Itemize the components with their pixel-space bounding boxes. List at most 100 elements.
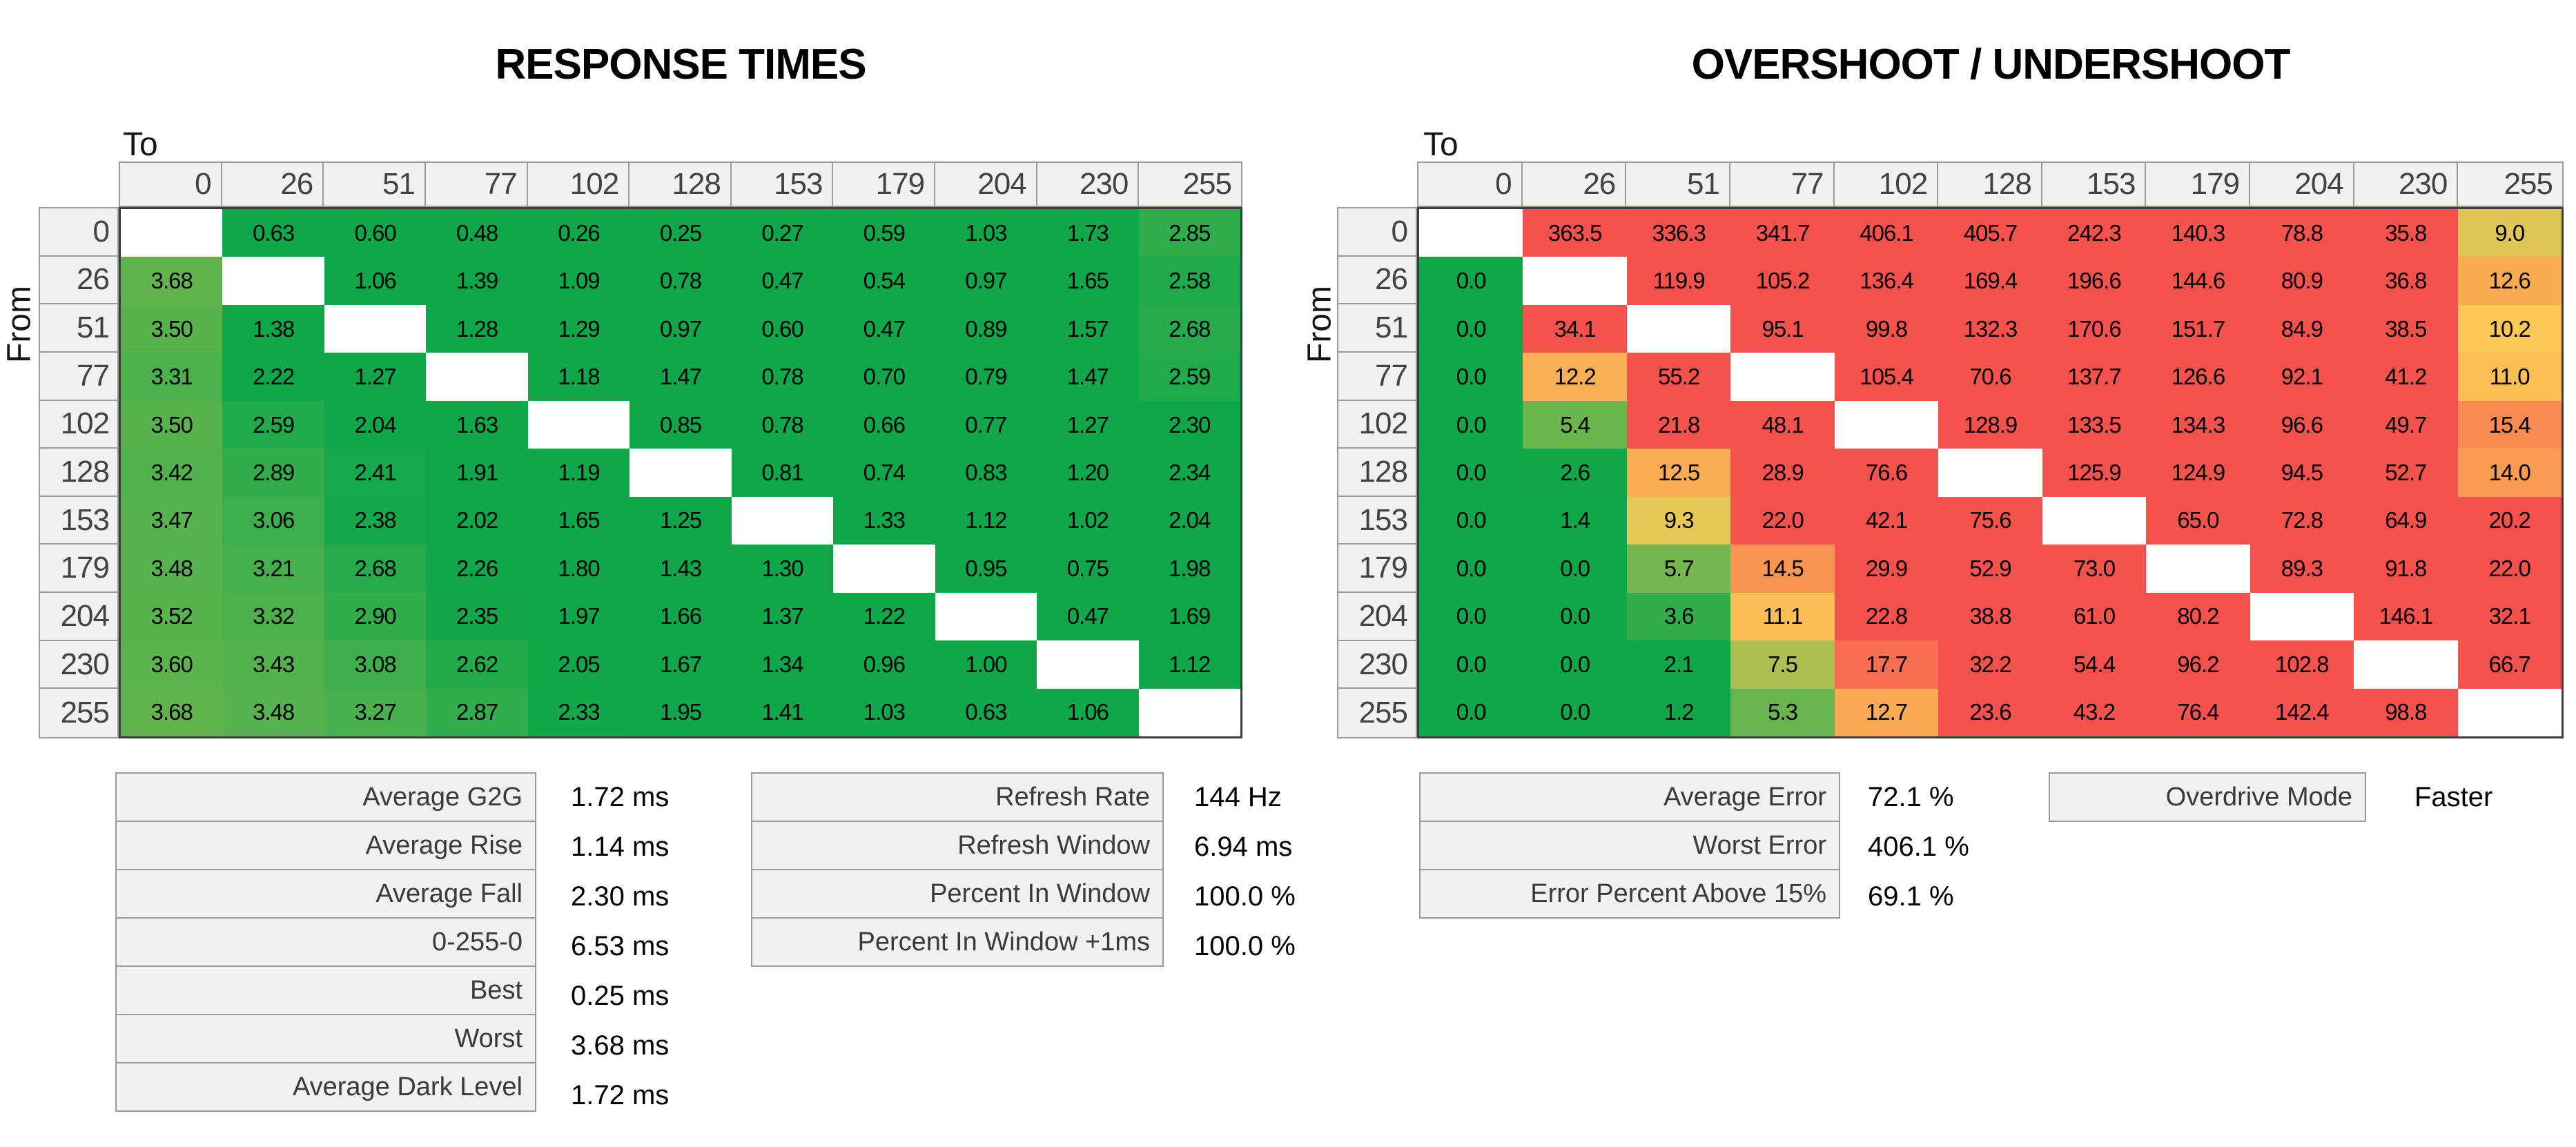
overshoot-col-header: 153 [2042,163,2147,206]
response-grid: 0.63 0.60 0.48 0.26 0.25 0.27 0.59 1.03 1.73 2.85… [119,207,1242,738]
overshoot-col-header: 102 [1835,163,1939,206]
overshoot-cell: 146.1 [2354,592,2458,641]
response-row-header: 128 [40,449,117,497]
overshoot-cell: 14.0 [2457,449,2562,497]
overshoot-cell [2146,545,2250,593]
stats-left-label: Worst [115,1014,536,1063]
response-cell [833,545,935,593]
overshoot-cell: 12.7 [1834,688,1939,736]
response-cell: 0.26 [527,209,630,257]
stats-left-values: 1.72 ms 1.14 ms 2.30 ms 6.53 ms 0.25 ms 3.68 … [571,772,669,1120]
response-cell: 0.97 [935,257,1037,305]
response-cell: 0.47 [833,304,935,353]
overshoot-cell: 12.6 [2457,257,2562,305]
response-cell: 3.32 [222,592,324,641]
overshoot-cell: 0.0 [1419,545,1523,593]
response-col-header: 77 [426,163,528,206]
response-cell: 1.09 [527,257,630,305]
stats-mid-values: 144 Hz 6.94 ms 100.0 % 100.0 % [1194,772,1296,971]
overshoot-cell: 23.6 [1938,688,2042,736]
overshoot-cell: 144.6 [2146,257,2250,305]
overshoot-cell [1523,257,1627,305]
response-cell: 1.95 [630,688,732,736]
response-cell: 2.26 [426,545,528,593]
overshoot-cell: 70.6 [1938,353,2042,401]
overshoot-cell: 66.7 [2457,640,2562,689]
response-row-header: 230 [40,641,117,689]
overshoot-cell: 38.5 [2354,304,2458,353]
overshoot-cell: 20.2 [2457,496,2562,545]
overshoot-cell: 41.2 [2354,353,2458,401]
response-cell: 2.62 [426,640,528,689]
overshoot-cell: 125.9 [2042,449,2147,497]
overshoot-col-header: 26 [1523,163,1627,206]
stats-mid-label: Percent In Window +1ms [751,917,1164,967]
response-cell: 1.65 [527,496,630,545]
overshoot-cell: 102.8 [2250,640,2354,689]
overshoot-col-header: 255 [2504,167,2553,201]
response-cell: 1.91 [426,449,528,497]
response-cell: 1.69 [1138,592,1240,641]
overshoot-cell [2354,640,2458,689]
overshoot-cell: 12.5 [1626,449,1731,497]
stats-left-value: 6.53 ms [571,930,670,961]
overshoot-cell: 363.5 [1523,209,1627,257]
response-cell: 1.98 [1138,545,1240,593]
overshoot-cell: 14.5 [1730,545,1835,593]
overshoot-cell: 54.4 [2042,640,2147,689]
response-cell: 0.70 [833,353,935,401]
overshoot-row-header: 255 [1358,696,1408,730]
response-col-header: 204 [935,163,1037,206]
overshoot-cell: 92.1 [2250,353,2354,401]
overshoot-cell: 7.5 [1730,640,1835,689]
response-cell: 1.97 [527,592,630,641]
response-col-header: 179 [833,163,936,206]
overshoot-cell: 64.9 [2354,496,2458,545]
response-cell: 2.05 [527,640,630,689]
overshoot-cell: 42.1 [1834,496,1939,545]
response-cell: 1.57 [1037,304,1139,353]
response-col-header: 102 [528,163,630,206]
response-cell: 1.47 [1037,353,1139,401]
overshoot-cell: 0.0 [1419,640,1523,689]
overshoot-cell: 73.0 [2042,545,2147,593]
overshoot-cell: 96.2 [2146,640,2250,689]
overshoot-cell: 55.2 [1626,353,1731,401]
response-cell: 0.78 [630,257,732,305]
overshoot-cell: 405.7 [1938,209,2042,257]
response-cell [935,592,1037,641]
response-cell: 0.96 [833,640,935,689]
stats-left-value: 1.72 ms [571,781,670,812]
response-cell: 0.59 [833,209,935,257]
overdrive-mode-value: Faster [2414,782,2493,812]
response-cell: 0.60 [324,209,427,257]
response-cell: 0.78 [731,400,834,449]
response-cell: 1.67 [630,640,732,689]
overshoot-row-header: 153 [1338,497,1416,545]
response-cell: 0.79 [935,353,1037,401]
response-cell: 2.04 [1138,496,1240,545]
response-cell: 3.27 [324,688,427,736]
response-cell: 0.25 [630,209,732,257]
response-row-headers: 0 26 51 77 102 128 153 179 204 230 255 [39,207,119,738]
response-cell [731,496,834,545]
overshoot-cell: 196.6 [2042,257,2147,305]
response-cell: 2.33 [527,688,630,736]
stats-left-label: Average Fall [115,869,536,919]
response-row-header: 51 [40,304,117,353]
overshoot-cell: 137.7 [2042,353,2147,401]
overshoot-cell: 78.8 [2250,209,2354,257]
overshoot-cell: 72.8 [2250,496,2354,545]
overshoot-cell: 1.2 [1626,688,1731,736]
response-cell: 0.95 [935,545,1037,593]
stats-right-value: 72.1 % [1868,781,1954,812]
response-cell: 1.03 [935,209,1037,257]
response-cell: 3.52 [121,592,223,641]
overshoot-cell: 5.4 [1523,400,1627,449]
response-cell: 2.87 [426,688,528,736]
overshoot-col-headers: 0 26 51 77 102 128 153 179 204 230 255 [1417,161,2564,207]
response-cell: 1.41 [731,688,834,736]
overshoot-cell: 17.7 [1834,640,1939,689]
overshoot-col-header: 128 [1938,163,2042,206]
overshoot-cell: 89.3 [2250,545,2354,593]
